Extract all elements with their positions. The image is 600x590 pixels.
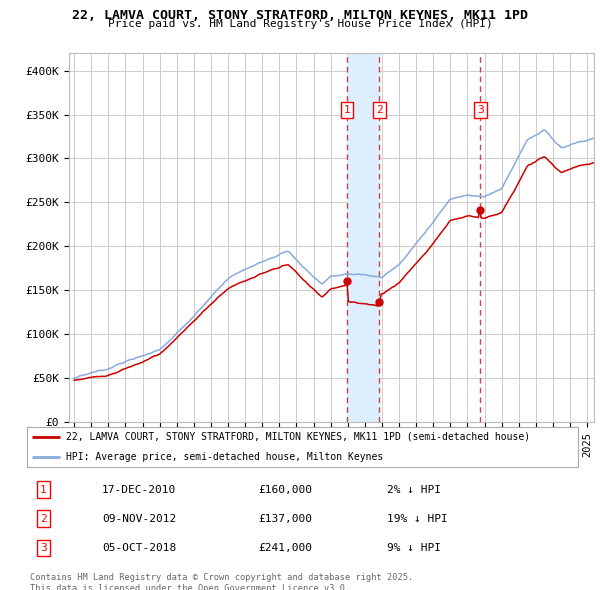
Text: 22, LAMVA COURT, STONY STRATFORD, MILTON KEYNES, MK11 1PD (semi-detached house): 22, LAMVA COURT, STONY STRATFORD, MILTON… (66, 432, 530, 442)
Text: 2: 2 (40, 514, 47, 524)
Text: 3: 3 (477, 105, 484, 115)
Text: 9% ↓ HPI: 9% ↓ HPI (387, 543, 440, 553)
Text: 1: 1 (344, 105, 350, 115)
Text: 09-NOV-2012: 09-NOV-2012 (102, 514, 176, 524)
Text: 2% ↓ HPI: 2% ↓ HPI (387, 484, 440, 494)
Text: 2: 2 (376, 105, 383, 115)
Text: 05-OCT-2018: 05-OCT-2018 (102, 543, 176, 553)
Text: Contains HM Land Registry data © Crown copyright and database right 2025.
This d: Contains HM Land Registry data © Crown c… (30, 573, 413, 590)
Text: Price paid vs. HM Land Registry's House Price Index (HPI): Price paid vs. HM Land Registry's House … (107, 19, 493, 30)
Text: 22, LAMVA COURT, STONY STRATFORD, MILTON KEYNES, MK11 1PD: 22, LAMVA COURT, STONY STRATFORD, MILTON… (72, 9, 528, 22)
Text: 3: 3 (40, 543, 47, 553)
Text: £160,000: £160,000 (259, 484, 313, 494)
Text: HPI: Average price, semi-detached house, Milton Keynes: HPI: Average price, semi-detached house,… (66, 452, 383, 462)
Text: 17-DEC-2010: 17-DEC-2010 (102, 484, 176, 494)
Bar (347, 53, 379, 422)
Text: 1: 1 (40, 484, 47, 494)
Text: £137,000: £137,000 (259, 514, 313, 524)
Text: £241,000: £241,000 (259, 543, 313, 553)
FancyBboxPatch shape (27, 427, 578, 467)
Text: 19% ↓ HPI: 19% ↓ HPI (387, 514, 448, 524)
